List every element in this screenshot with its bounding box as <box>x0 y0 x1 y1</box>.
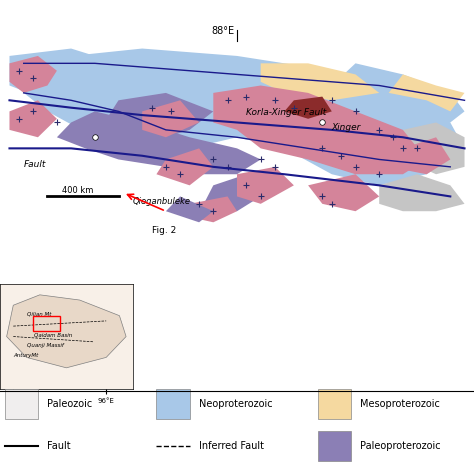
Polygon shape <box>213 85 427 174</box>
Text: Paleozoic: Paleozoic <box>47 399 92 409</box>
Polygon shape <box>24 48 465 185</box>
Polygon shape <box>261 64 379 100</box>
Polygon shape <box>9 100 57 137</box>
Polygon shape <box>389 122 465 174</box>
Text: 88°E: 88°E <box>211 26 234 36</box>
Polygon shape <box>7 295 126 368</box>
Polygon shape <box>156 148 213 185</box>
Polygon shape <box>57 111 261 174</box>
Text: Mesoproterozoic: Mesoproterozoic <box>360 399 440 409</box>
Text: Fault: Fault <box>24 160 46 169</box>
Polygon shape <box>142 100 199 137</box>
Text: Qilian Mt: Qilian Mt <box>27 312 51 317</box>
Text: Xinger: Xinger <box>332 123 361 132</box>
Polygon shape <box>9 56 57 93</box>
Polygon shape <box>9 48 119 100</box>
FancyBboxPatch shape <box>5 389 38 419</box>
Text: Quanji Massif: Quanji Massif <box>27 343 64 348</box>
Polygon shape <box>180 196 237 222</box>
Bar <box>33 316 60 331</box>
Polygon shape <box>379 174 465 211</box>
Polygon shape <box>284 97 332 119</box>
Text: Inferred Fault: Inferred Fault <box>199 441 264 451</box>
Text: Korla-Xinger Fault: Korla-Xinger Fault <box>246 108 327 117</box>
Polygon shape <box>166 196 213 222</box>
Text: Qieganbuleke: Qieganbuleke <box>133 197 191 206</box>
Polygon shape <box>104 93 213 137</box>
Text: Neoproterozoic: Neoproterozoic <box>199 399 273 409</box>
Text: Paleoproterozoic: Paleoproterozoic <box>360 441 441 451</box>
Text: Fig. 2: Fig. 2 <box>152 227 176 236</box>
Polygon shape <box>389 137 450 174</box>
FancyBboxPatch shape <box>318 389 351 419</box>
Text: Qaidam Basin: Qaidam Basin <box>34 333 72 337</box>
FancyBboxPatch shape <box>318 431 351 461</box>
Text: AnturyMt: AnturyMt <box>13 354 38 358</box>
Text: 400 km: 400 km <box>62 186 93 195</box>
FancyBboxPatch shape <box>156 389 190 419</box>
Polygon shape <box>246 100 332 137</box>
Polygon shape <box>332 64 465 122</box>
Polygon shape <box>204 174 261 211</box>
Polygon shape <box>308 174 379 211</box>
Polygon shape <box>389 74 465 111</box>
Text: Fault: Fault <box>47 441 71 451</box>
Polygon shape <box>237 167 294 204</box>
